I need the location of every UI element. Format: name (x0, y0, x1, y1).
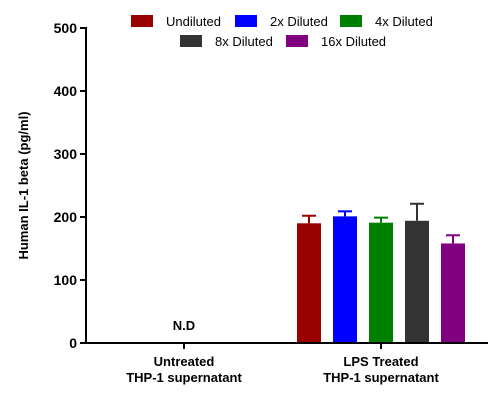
legend-label: 4x Diluted (375, 14, 433, 29)
y-tick-label: 100 (54, 272, 78, 288)
legend-label: 8x Diluted (215, 34, 273, 49)
legend-swatch (180, 35, 202, 47)
bar (297, 223, 321, 343)
x-category-sublabel: THP-1 supernatant (126, 370, 242, 385)
y-tick-label: 400 (54, 83, 78, 99)
legend-swatch (131, 15, 153, 27)
error-bars (302, 202, 460, 244)
bar (405, 220, 429, 343)
legend-swatch (340, 15, 362, 27)
annotations: N.D (173, 318, 195, 333)
y-tick-label: 200 (54, 209, 78, 225)
y-axis: 0 100 200 300 400 500 (54, 20, 87, 351)
x-category-label: LPS Treated (343, 354, 418, 369)
y-tick-label: 0 (69, 335, 77, 351)
x-category-sublabel: THP-1 supernatant (323, 370, 439, 385)
bar (333, 216, 357, 343)
y-axis-label: Human IL-1 beta (pg/ml) (16, 111, 31, 259)
y-tick-label: 500 (54, 20, 78, 36)
annotation-label: N.D (173, 318, 195, 333)
legend: Undiluted 2x Diluted 4x Diluted 8x Diluted 1… (131, 14, 433, 49)
bar (441, 243, 465, 343)
legend-label: 16x Diluted (321, 34, 386, 49)
legend-swatch (286, 35, 308, 47)
y-tick-label: 300 (54, 146, 78, 162)
legend-label: 2x Diluted (270, 14, 328, 29)
legend-label: Undiluted (166, 14, 221, 29)
legend-swatch (235, 15, 257, 27)
x-category-label: Untreated (154, 354, 215, 369)
bars (297, 216, 465, 343)
bar (369, 222, 393, 343)
